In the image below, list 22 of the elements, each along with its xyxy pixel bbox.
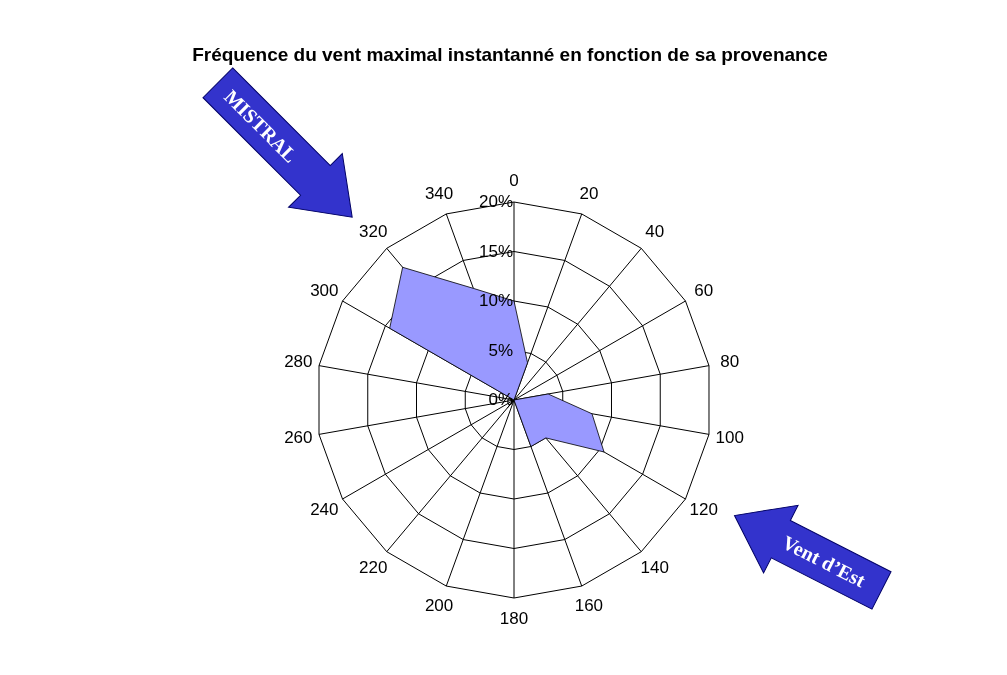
text: Vent d’Est	[779, 530, 870, 592]
spoke-label: 60	[694, 280, 714, 300]
spoke-label: 140	[640, 557, 669, 577]
spoke-label: 80	[720, 351, 740, 371]
y-tick-label: 5%	[488, 340, 513, 360]
y-tick-label: 10%	[478, 291, 513, 310]
spoke-label: 340	[424, 184, 454, 204]
spoke-label: 100	[715, 428, 744, 448]
spoke-label: 280	[284, 351, 313, 371]
spoke-label: 20	[579, 184, 599, 204]
spoke-label: 260	[284, 428, 313, 448]
spoke-label: 220	[359, 557, 388, 577]
spoke-label: 160	[574, 595, 604, 615]
spoke-label: 0	[509, 171, 519, 190]
spoke-label: 200	[424, 595, 454, 615]
spoke-label: 240	[310, 499, 339, 519]
spoke-label: 320	[359, 222, 388, 242]
spoke-label: 120	[689, 499, 718, 519]
spoke-label: 40	[645, 222, 665, 242]
spoke-label: 180	[499, 609, 529, 628]
chart-title: Fréquence du vent maximal instantanné en fonction de sa provenance	[191, 43, 829, 67]
spoke-label: 300	[310, 280, 339, 300]
